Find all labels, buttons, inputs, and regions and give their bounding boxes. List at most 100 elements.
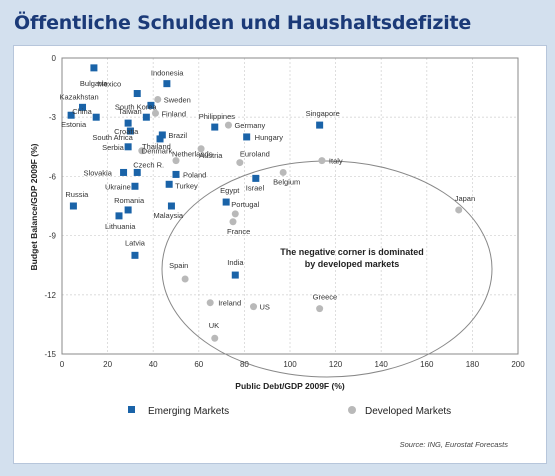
y-tick-label: -12 [44, 291, 56, 300]
label-netherlands: Netherlands [172, 150, 213, 159]
label-lithuania: Lithuania [105, 222, 136, 231]
point-france [229, 218, 237, 226]
point-bulgaria [90, 64, 98, 72]
y-tick-labels: 0 -3 -6 -9 -12 -15 [44, 54, 56, 359]
data-points [67, 64, 463, 342]
label-bulgaria: Bulgaria [80, 79, 108, 88]
x-tick-label: 120 [329, 360, 343, 369]
label-ireland: Ireland [218, 299, 241, 308]
label-france: France [227, 227, 250, 236]
label-singapore: Singapore [306, 109, 340, 118]
point-euroland [236, 159, 244, 167]
x-tick-label: 80 [240, 360, 249, 369]
y-tick-label: 0 [52, 54, 57, 63]
point-egypt [222, 198, 230, 206]
x-tick-label: 60 [194, 360, 203, 369]
point-thailand [156, 135, 164, 143]
point-croatia [124, 119, 132, 127]
point-singapore [316, 121, 324, 129]
chart-title: Öffentliche Schulden und Haushaltsdefizi… [14, 12, 472, 34]
label-turkey: Turkey [175, 181, 198, 190]
label-china: China [72, 107, 92, 116]
label-taiwan: Taiwan [118, 107, 141, 116]
chart-panel [13, 45, 547, 464]
label-egypt: Egypt [220, 186, 240, 195]
highlight-ellipse [161, 160, 493, 378]
point-lithuania [115, 212, 123, 220]
x-axis-title: Public Debt/GDP 2009F (%) [235, 381, 345, 391]
label-denmark: Denmark [142, 147, 173, 156]
label-south-korea: South Korea [115, 102, 158, 111]
label-ukraine: Ukraine [105, 182, 131, 191]
label-spain: Spain [169, 261, 188, 270]
x-tick-label: 160 [420, 360, 434, 369]
point-malaysia [167, 202, 175, 210]
x-tick-label: 40 [149, 360, 158, 369]
label-greece: Greece [313, 293, 338, 302]
x-tick-labels: 0 20 40 60 80 100 120 140 160 180 200 [60, 360, 525, 369]
point-finland [151, 109, 159, 117]
point-slovakia [120, 168, 128, 176]
label-poland: Poland [183, 170, 206, 179]
point-hungary [243, 133, 251, 141]
point-greece [316, 305, 324, 313]
point-italy [318, 157, 326, 165]
x-tick-label: 20 [103, 360, 112, 369]
point-spain [181, 275, 189, 283]
point-us [250, 303, 258, 311]
point-china [92, 113, 100, 121]
source-note: Source: ING, Eurostat Forecasts [400, 440, 509, 449]
legend-emerging-label: Emerging Markets [148, 406, 229, 417]
y-tick-label: -9 [49, 232, 57, 241]
point-ukraine [131, 182, 139, 190]
point-japan [455, 206, 463, 214]
point-india [231, 271, 239, 279]
label-croatia: Croatia [114, 127, 139, 136]
point-taiwan [142, 113, 150, 121]
point-portugal [231, 210, 239, 218]
label-euroland: Euroland [240, 150, 270, 159]
point-romania [124, 206, 132, 214]
label-indonesia: Indonesia [151, 69, 184, 78]
point-germany [224, 121, 232, 129]
label-philippines: Philippines [199, 112, 236, 121]
label-estonia: Estonia [61, 120, 87, 129]
x-tick-label: 100 [283, 360, 297, 369]
y-tick-label: -3 [49, 113, 57, 122]
point-russia [69, 202, 77, 210]
label-germany: Germany [234, 121, 265, 130]
x-tick-label: 200 [511, 360, 525, 369]
label-czech-r: Czech R. [133, 160, 164, 169]
label-thailand: Thailand [142, 142, 171, 151]
label-romania: Romania [114, 196, 145, 205]
label-india: India [227, 258, 244, 267]
label-portugal: Portugal [231, 200, 259, 209]
point-serbia [124, 143, 132, 151]
point-latvia [131, 251, 139, 259]
legend-developed-label: Developed Markets [365, 406, 451, 417]
label-japan: Japan [455, 194, 475, 203]
point-poland [172, 170, 180, 178]
point-sweden [154, 95, 162, 103]
point-austria [197, 145, 205, 153]
point-philippines [211, 123, 219, 131]
y-tick-label: -15 [44, 350, 56, 359]
label-israel: Israel [246, 183, 265, 192]
point-brazil [158, 131, 166, 139]
label-mexico: Mexico [97, 80, 121, 89]
label-serbia: Serbia [102, 143, 125, 152]
point-denmark [138, 147, 146, 155]
label-uk: UK [209, 321, 219, 330]
y-tick-label: -6 [49, 172, 57, 181]
point-south-africa [126, 127, 134, 135]
label-italy: Italy [329, 157, 343, 166]
plot-border [61, 57, 519, 355]
x-tick-label: 0 [60, 360, 65, 369]
label-us: US [260, 303, 270, 312]
legend-emerging-marker [128, 406, 135, 413]
label-finland: Finland [161, 109, 186, 118]
point-labels: Bulgaria Indonesia Mexico Kazakhstan South K… [60, 69, 476, 331]
point-indonesia [163, 80, 171, 88]
